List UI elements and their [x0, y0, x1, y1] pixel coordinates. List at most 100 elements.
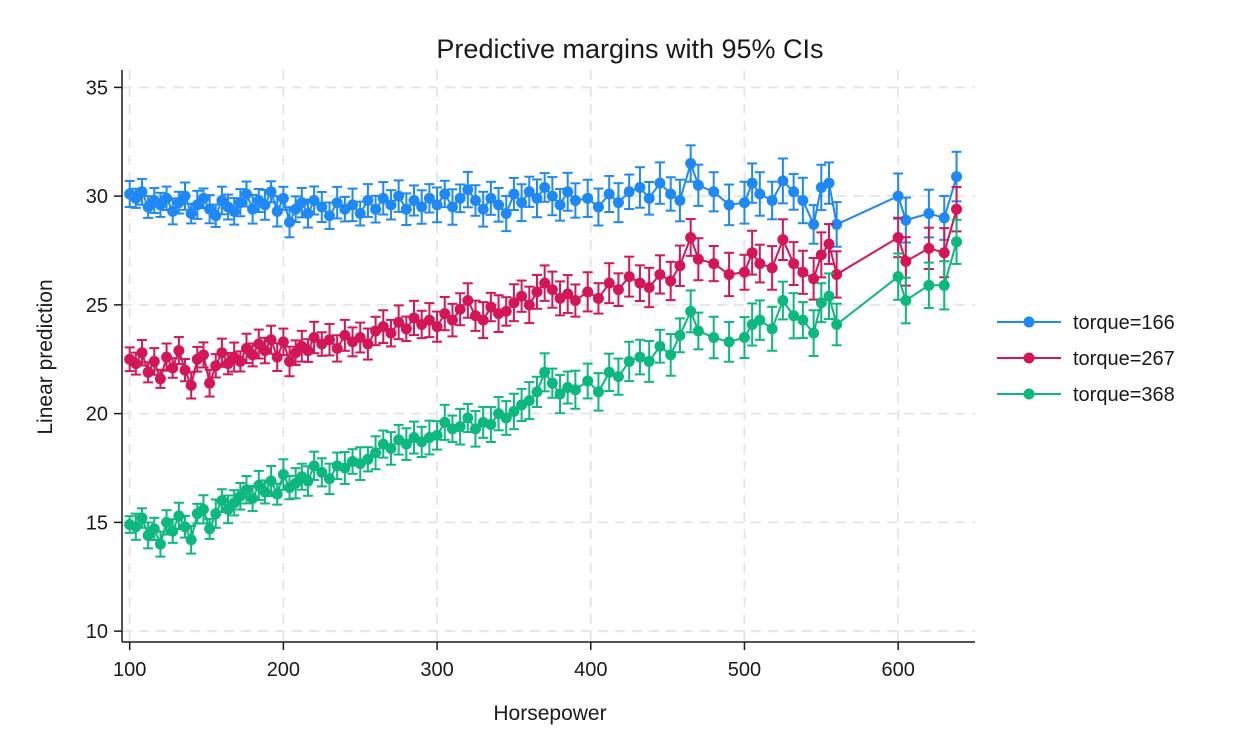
data-point [302, 345, 314, 357]
data-point [302, 208, 314, 220]
series-torque=166 [124, 144, 963, 248]
data-point [423, 314, 435, 326]
legend-swatch-marker [1023, 316, 1035, 328]
data-point [546, 284, 558, 296]
data-point [569, 384, 581, 396]
data-point [582, 375, 594, 387]
data-point [766, 262, 778, 274]
legend: torque=166 torque=267 torque=368 [997, 312, 1175, 406]
data-point [754, 258, 766, 270]
data-point [265, 475, 277, 487]
data-point [197, 192, 209, 204]
data-point [500, 305, 512, 317]
legend-swatch-marker [1023, 388, 1035, 400]
data-point [523, 299, 535, 311]
y-tick-label: 35 [86, 77, 108, 99]
data-point [923, 279, 935, 291]
data-point [777, 175, 789, 187]
data-point [204, 523, 216, 535]
data-point [179, 364, 191, 376]
data-point [623, 186, 635, 198]
data-point [634, 181, 646, 193]
data-point [362, 338, 374, 350]
data-point [685, 305, 697, 317]
data-point [592, 201, 604, 213]
data-point [308, 194, 320, 206]
data-point [508, 405, 520, 417]
data-point [136, 512, 148, 524]
data-point [210, 210, 222, 222]
data-point [247, 203, 259, 215]
data-point [446, 314, 458, 326]
data-point [516, 197, 528, 209]
data-point [185, 208, 197, 220]
data-point [130, 521, 142, 533]
x-tick-label: 300 [420, 659, 453, 681]
data-point [797, 266, 809, 278]
data-point [446, 201, 458, 213]
data-point [347, 199, 359, 211]
data-point [823, 238, 835, 250]
data-point [316, 201, 328, 213]
data-point [167, 362, 179, 374]
data-point [808, 327, 820, 339]
data-point [228, 205, 240, 217]
data-point [259, 345, 271, 357]
data-point [823, 177, 835, 189]
data-point [539, 366, 551, 378]
data-point [766, 194, 778, 206]
data-point [216, 347, 228, 359]
data-point [271, 205, 283, 217]
legend-item: torque=368 [997, 384, 1175, 406]
data-point [892, 271, 904, 283]
data-point [416, 201, 428, 213]
data-point [500, 208, 512, 220]
data-point [562, 186, 574, 198]
data-point [808, 218, 820, 230]
data-point [523, 186, 535, 198]
data-point [643, 281, 655, 293]
data-point [197, 349, 209, 361]
data-point [142, 366, 154, 378]
axes: 10 15 20 25 30 35 100 200 300 400 500 600 [86, 70, 975, 681]
data-point [167, 525, 179, 537]
data-point [354, 332, 366, 344]
data-point [508, 297, 520, 309]
data-point [197, 503, 209, 515]
data-point [431, 321, 443, 333]
data-point [370, 203, 382, 215]
data-point [259, 486, 271, 498]
series-torque=267 [124, 185, 963, 400]
data-point [634, 351, 646, 363]
x-tick-label: 100 [113, 659, 146, 681]
data-point [154, 538, 166, 550]
data-point [654, 340, 666, 352]
legend-item: torque=267 [997, 348, 1175, 370]
data-point [777, 295, 789, 307]
data-point [385, 327, 397, 339]
data-point [546, 377, 558, 389]
data-point [400, 323, 412, 335]
data-point [400, 203, 412, 215]
data-point [339, 329, 351, 341]
y-tick-label: 10 [86, 621, 108, 643]
data-point [485, 192, 497, 204]
data-point [271, 488, 283, 500]
x-axis-label: Horsepower [493, 702, 606, 725]
data-point [271, 351, 283, 363]
data-point [815, 297, 827, 309]
data-point [393, 316, 405, 328]
data-point [592, 386, 604, 398]
data-point [439, 416, 451, 428]
data-point [362, 453, 374, 465]
data-point [643, 355, 655, 367]
data-point [723, 268, 735, 280]
data-point [708, 332, 720, 344]
data-point [323, 334, 335, 346]
data-point [723, 336, 735, 348]
data-point [370, 447, 382, 459]
series-torque=368 [124, 218, 963, 558]
data-point [900, 295, 912, 307]
data-point [569, 194, 581, 206]
